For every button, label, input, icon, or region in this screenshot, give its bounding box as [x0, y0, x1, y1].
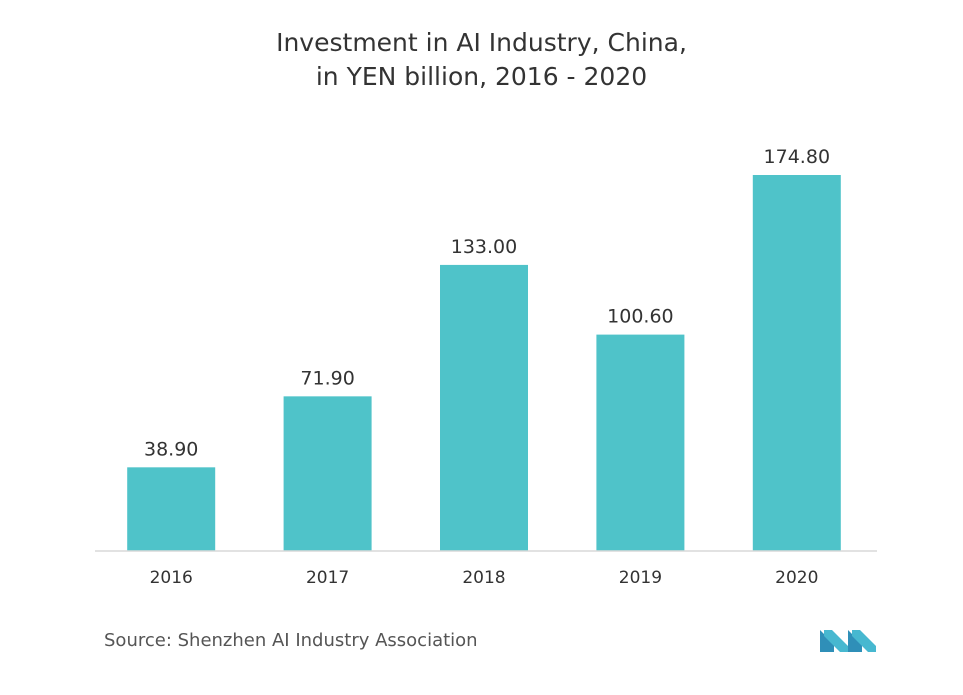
- value-label-2019: 100.60: [607, 306, 673, 328]
- x-tick-label-2018: 2018: [462, 568, 505, 588]
- chart-title-line-1: Investment in AI Industry, China,: [276, 28, 687, 57]
- source-note: Source: Shenzhen AI Industry Association: [104, 630, 478, 651]
- bar-2019: [596, 334, 685, 551]
- x-tick-labels-group: 2016 2017 2018 2019 2020: [150, 568, 819, 588]
- x-tick-label-2016: 2016: [150, 568, 193, 588]
- bar-2018: [440, 264, 528, 551]
- x-tick-label-2019: 2019: [619, 568, 662, 588]
- x-tick-label-2017: 2017: [306, 568, 349, 588]
- value-labels-group: 38.90 71.90 133.00 100.60 174.80: [144, 146, 830, 460]
- chart-title-line-2: in YEN billion, 2016 - 2020: [315, 62, 648, 91]
- bars-group: [127, 175, 841, 551]
- mordor-intelligence-logo: [820, 630, 876, 652]
- x-tick-label-2020: 2020: [775, 568, 818, 588]
- value-label-2018: 133.00: [451, 236, 517, 258]
- value-label-2017: 71.90: [300, 367, 354, 389]
- chart-title: Investment in AI Industry, China, in YEN…: [0, 26, 963, 94]
- value-label-2016: 38.90: [144, 438, 198, 460]
- bar-2016: [127, 467, 216, 551]
- bar-2020: [752, 175, 841, 551]
- bar-2017: [283, 396, 372, 551]
- value-label-2020: 174.80: [764, 146, 830, 168]
